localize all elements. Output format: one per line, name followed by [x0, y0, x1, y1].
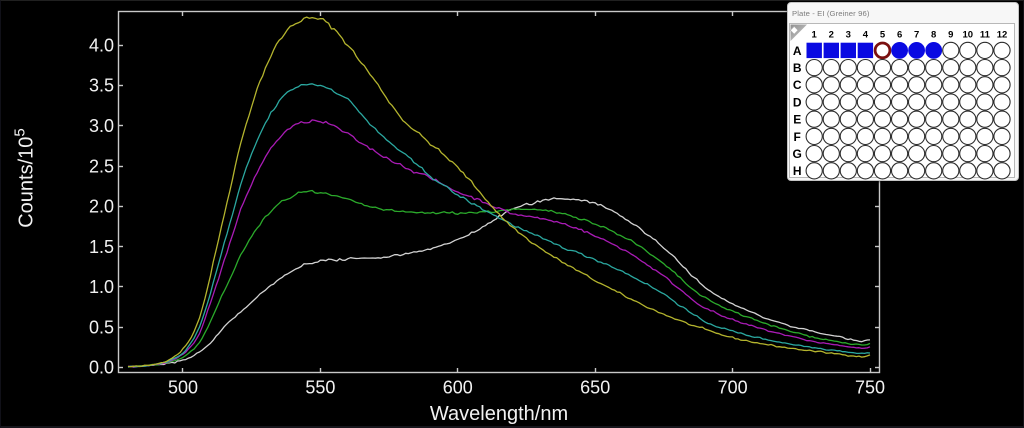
svg-text:3: 3: [846, 29, 851, 40]
svg-text:3.5: 3.5: [89, 76, 114, 96]
svg-text:12: 12: [997, 29, 1008, 40]
svg-text:4: 4: [863, 29, 869, 40]
svg-text:1: 1: [812, 29, 818, 40]
svg-text:5: 5: [880, 29, 886, 40]
svg-text:Wavelength/nm: Wavelength/nm: [430, 403, 568, 425]
svg-text:7: 7: [914, 29, 919, 40]
svg-text:11: 11: [980, 29, 991, 40]
svg-text:2.5: 2.5: [89, 156, 114, 176]
svg-text:500: 500: [168, 378, 198, 398]
svg-text:6: 6: [897, 29, 902, 40]
svg-text:2.0: 2.0: [89, 197, 114, 217]
svg-text:550: 550: [305, 378, 335, 398]
svg-text:750: 750: [855, 378, 885, 398]
svg-text:0.0: 0.0: [89, 358, 114, 378]
svg-text:2: 2: [829, 29, 834, 40]
svg-text:D: D: [793, 95, 802, 109]
svg-text:B: B: [793, 61, 802, 75]
svg-text:C: C: [793, 78, 802, 92]
svg-text:10: 10: [963, 29, 974, 40]
svg-text:G: G: [793, 147, 802, 161]
svg-text:0.5: 0.5: [89, 317, 114, 337]
svg-text:600: 600: [443, 378, 473, 398]
svg-text:H: H: [793, 164, 802, 178]
svg-text:700: 700: [718, 378, 748, 398]
svg-text:E: E: [793, 113, 801, 127]
svg-text:1.5: 1.5: [89, 237, 114, 257]
svg-text:1.0: 1.0: [89, 277, 114, 297]
svg-text:8: 8: [931, 29, 936, 40]
svg-text:650: 650: [580, 378, 610, 398]
svg-text:9: 9: [948, 29, 953, 40]
svg-text:4.0: 4.0: [89, 35, 114, 55]
svg-text:A: A: [793, 44, 802, 58]
svg-text:F: F: [794, 130, 801, 144]
svg-text:3.0: 3.0: [89, 116, 114, 136]
